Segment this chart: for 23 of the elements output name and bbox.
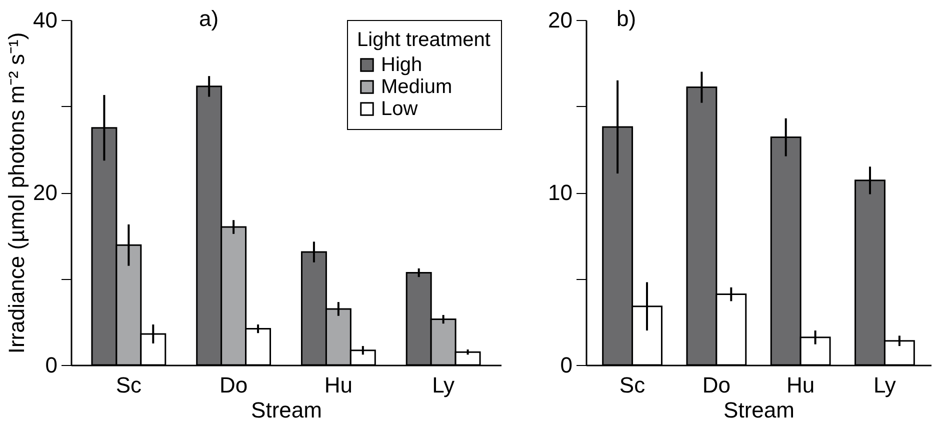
y-tick-label: 0 (560, 352, 572, 378)
x-tick-label: Sc (619, 372, 646, 398)
x-tick-label: Ly (432, 372, 455, 398)
x-axis-title: Stream (251, 398, 322, 422)
y-tick-label: 20 (548, 8, 572, 32)
x-axis-title: Stream (724, 398, 794, 422)
chart-title: a) (199, 6, 219, 31)
x-tick-label: Hu (324, 372, 352, 398)
x-tick-label: Do (220, 372, 248, 398)
legend-title: Light treatment (357, 29, 491, 51)
legend-label: High (381, 54, 422, 76)
y-axis-title: Irradiance (µmol photons m⁻² s⁻¹) (4, 32, 30, 354)
y-tick-label: 20 (33, 180, 58, 205)
x-tick-label: Do (702, 372, 730, 398)
x-tick-label: Hu (786, 372, 815, 398)
chart-title: b) (616, 6, 636, 31)
legend-label: Low (381, 98, 418, 120)
x-tick-label: Ly (874, 372, 896, 398)
y-tick-label: 0 (45, 352, 58, 378)
x-tick-label: Sc (116, 372, 142, 398)
legend-label: Medium (381, 76, 452, 98)
y-tick-label: 40 (33, 8, 58, 32)
y-tick-label: 10 (548, 180, 572, 205)
